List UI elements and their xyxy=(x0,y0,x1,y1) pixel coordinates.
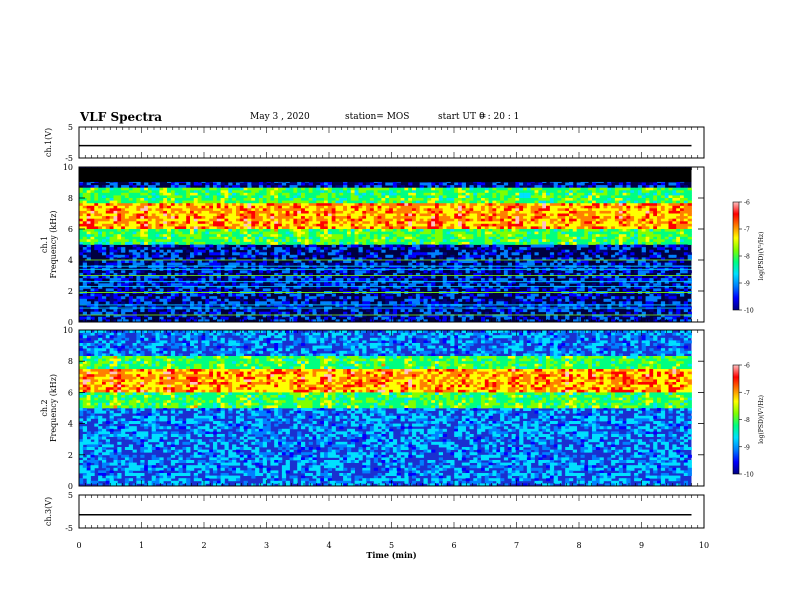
ytick-label-ch1-spectrogram: 2 xyxy=(68,287,73,296)
xaxis-label: Time (min) xyxy=(366,550,416,560)
header-station: station= MOS xyxy=(345,112,410,122)
minor-ticks-ch1-waveform xyxy=(78,127,705,158)
ytick-label-ch1-spectrogram: 4 xyxy=(68,256,73,265)
ylabel-frequency-ch2-spectrogram: Frequency (kHz) xyxy=(49,374,58,442)
xtick-label: 10 xyxy=(699,541,709,550)
cutoff-band-ch1-spectrogram xyxy=(79,168,692,182)
minor-ticks-ch2-spectrogram xyxy=(78,330,705,486)
xtick-label: 3 xyxy=(264,541,269,550)
ytick-label-ch1-spectrogram: 10 xyxy=(63,163,73,172)
ytick-label-ch3-waveform: 5 xyxy=(68,491,73,500)
xtick-label: 4 xyxy=(326,541,331,550)
ylabel-ch3-waveform: ch.3(V) xyxy=(44,497,53,526)
ytick-label-ch1-spectrogram: 6 xyxy=(68,225,73,234)
minor-ticks-ch3-waveform xyxy=(78,495,705,528)
ytick-label-ch1-spectrogram: 0 xyxy=(68,318,73,327)
ylabel-ch1-waveform: ch.1(V) xyxy=(44,128,53,157)
xtick-label: 7 xyxy=(514,541,519,550)
ytick-label-ch2-spectrogram: 2 xyxy=(68,451,73,460)
ytick-label-ch1-spectrogram: 8 xyxy=(68,194,73,203)
ylabel-frequency-ch1-spectrogram: Frequency (kHz) xyxy=(49,210,58,278)
colorbar-tick-label-ch2-spectrogram: -6 xyxy=(744,363,750,370)
colorbar-tick-label-ch2-spectrogram: -10 xyxy=(744,472,754,479)
spectrogram-cells-ch1-spectrogram xyxy=(79,167,692,323)
ytick-label-ch2-spectrogram: 10 xyxy=(63,326,73,335)
colorbar-tick-label-ch2-spectrogram: -7 xyxy=(744,390,750,397)
ylabel-channel-ch2-spectrogram: ch.2 xyxy=(40,399,49,416)
colorbar-tick-label-ch2-spectrogram: -9 xyxy=(744,444,750,451)
colorbar-tick-label-ch1-spectrogram: -7 xyxy=(744,227,750,234)
xtick-label: 0 xyxy=(76,541,81,550)
header-date: May 3 , 2020 xyxy=(250,112,310,122)
xtick-label: 2 xyxy=(201,541,206,550)
colorbar-tick-label-ch1-spectrogram: -9 xyxy=(744,281,750,288)
ytick-label-ch2-spectrogram: 4 xyxy=(68,420,73,429)
colorbar-tick-label-ch1-spectrogram: -10 xyxy=(744,308,754,315)
xtick-label: 1 xyxy=(139,541,144,550)
ytick-label-ch1-waveform: 5 xyxy=(68,123,73,132)
header-start-value: 0 : 20 : 1 xyxy=(479,112,520,122)
spectrogram-cells-ch2-spectrogram xyxy=(79,330,692,487)
ytick-label-ch2-spectrogram: 6 xyxy=(68,388,73,397)
minor-ticks-ch1-spectrogram xyxy=(78,167,705,322)
colorbar-label-ch1-spectrogram: log(PSD)(V²/Hz) xyxy=(758,232,765,281)
header-start-label: start UT = xyxy=(438,112,487,122)
xtick-label: 5 xyxy=(389,541,394,550)
ytick-label-ch2-spectrogram: 0 xyxy=(68,482,73,491)
colorbar-tick-label-ch2-spectrogram: -8 xyxy=(744,417,750,424)
xtick-label: 8 xyxy=(576,541,581,550)
colorbar-label-ch2-spectrogram: log(PSD)(V²/Hz) xyxy=(758,395,765,444)
colorbar-ch1-spectrogram xyxy=(732,201,740,311)
colorbar-ch2-spectrogram xyxy=(732,364,740,475)
colorbar-tick-label-ch1-spectrogram: -6 xyxy=(744,200,750,207)
xtick-label: 9 xyxy=(639,541,644,550)
figure-title: VLF Spectra xyxy=(80,110,163,124)
ytick-label-ch2-spectrogram: 8 xyxy=(68,357,73,366)
ytick-label-ch1-waveform: -5 xyxy=(65,154,73,163)
ytick-label-ch3-waveform: -5 xyxy=(65,524,73,533)
ylabel-channel-ch1-spectrogram: ch.1 xyxy=(40,236,49,253)
colorbar-tick-label-ch1-spectrogram: -8 xyxy=(744,254,750,261)
xtick-label: 6 xyxy=(451,541,456,550)
